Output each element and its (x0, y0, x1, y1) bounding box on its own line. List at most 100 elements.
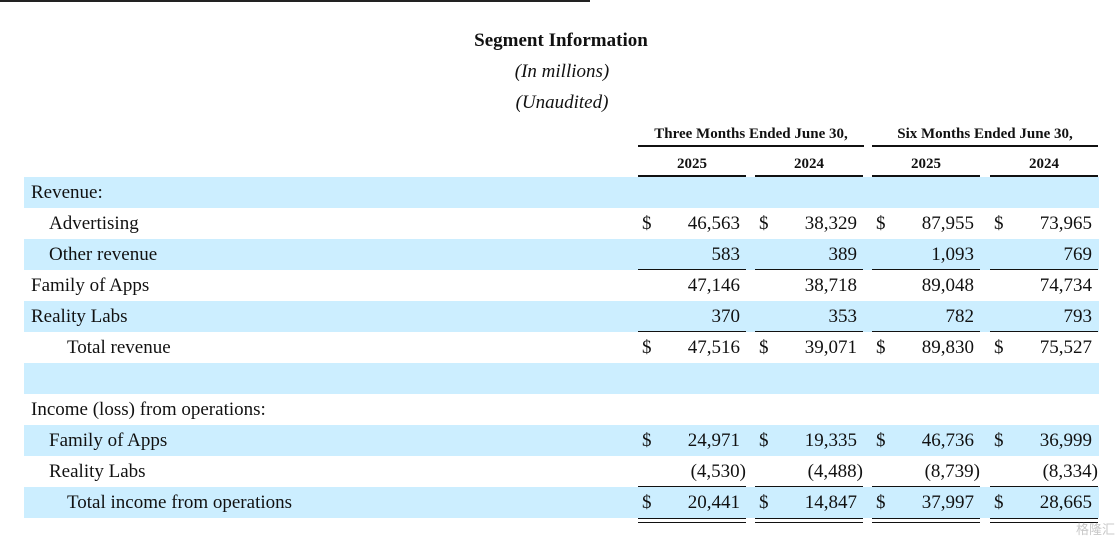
cell-value: 769 (1063, 244, 1093, 265)
row-label: Reality Labs (49, 461, 146, 482)
row-label: Family of Apps (31, 275, 150, 296)
cell-value: 1,093 (931, 244, 974, 265)
year-header-rule (755, 175, 863, 177)
subtotal-rule (872, 331, 980, 332)
value-cell: $24,971 (638, 425, 746, 456)
value-cell: (4,530) (638, 456, 746, 487)
value-cell: $37,997 (872, 487, 980, 523)
cell-value: 370 (711, 306, 741, 327)
watermark: 格隆汇 (1075, 523, 1115, 538)
cell-value: 38,718 (804, 275, 857, 296)
row-label: Other revenue (49, 244, 158, 265)
value-cell: $38,329 (755, 208, 863, 239)
table-row: Revenue: (24, 177, 1099, 208)
row-label: Family of Apps (49, 430, 168, 451)
value-cell: 370 (638, 301, 746, 332)
year-header-rule (872, 175, 980, 177)
row-label: Revenue: (31, 182, 103, 203)
cell-value: 73,965 (1039, 213, 1092, 234)
dollar-sign: $ (876, 430, 886, 451)
year-header: 2025 (911, 156, 941, 172)
total-double-rule (755, 518, 863, 523)
cell-value: 14,847 (804, 492, 857, 513)
cell-value: 75,527 (1039, 337, 1092, 358)
subtotal-rule (872, 486, 980, 487)
subtotal-rule (990, 486, 1098, 487)
row-label: Total income from operations (67, 492, 293, 513)
value-cell: 38,718 (755, 270, 863, 301)
dollar-sign: $ (876, 213, 886, 234)
dollar-sign: $ (876, 492, 886, 513)
value-cell: $28,665 (990, 487, 1098, 523)
value-cell: 793 (990, 301, 1098, 332)
dollar-sign: $ (994, 213, 1004, 234)
subtotal-rule (638, 486, 746, 487)
cell-value: 20,441 (687, 492, 740, 513)
cell-value: 47,146 (687, 275, 740, 296)
cell-value: 36,999 (1039, 430, 1092, 451)
value-cell: $14,847 (755, 487, 863, 523)
cell-value: 353 (828, 306, 858, 327)
cell-value: 87,955 (921, 213, 974, 234)
column-group-rule (638, 145, 864, 147)
page-title: Segment Information (474, 30, 648, 51)
value-cell: 769 (990, 239, 1098, 270)
dollar-sign: $ (759, 430, 769, 451)
dollar-sign: $ (994, 430, 1004, 451)
value-cell: (8,334) (990, 456, 1098, 487)
year-header: 2025 (677, 156, 707, 172)
table-row: Total income from operations $20,441 $14,8… (24, 487, 1099, 523)
year-header: 2024 (1029, 156, 1059, 172)
cell-value: 19,335 (804, 430, 857, 451)
value-cell: 74,734 (990, 270, 1098, 301)
subtotal-rule (990, 269, 1098, 270)
dollar-sign: $ (876, 337, 886, 358)
table-row: Family of Apps $24,971 $19,335 $46,736 $36,9… (24, 425, 1099, 456)
value-cell: $19,335 (755, 425, 863, 456)
cell-value: 89,830 (921, 337, 974, 358)
row-label: Income (loss) from operations: (31, 399, 266, 420)
year-header-rule (990, 175, 1098, 177)
value-cell: $20,441 (638, 487, 746, 523)
cell-value: 389 (828, 244, 858, 265)
value-cell: $89,830 (872, 332, 980, 368)
column-group-six-months: Six Months Ended June 30, (897, 126, 1073, 142)
cell-value: 782 (945, 306, 975, 327)
value-cell: $39,071 (755, 332, 863, 368)
subtotal-rule (638, 269, 746, 270)
dollar-sign: $ (642, 337, 652, 358)
table-row: Advertising $46,563 $38,329 $87,955 $73,965 (24, 208, 1099, 239)
value-cell: $75,527 (990, 332, 1098, 368)
cell-value: (8,334) (1042, 461, 1098, 482)
table-row: Reality Labs 370 353 782 793 (24, 301, 1099, 332)
cell-value: (8,739) (924, 461, 980, 482)
total-double-rule (872, 518, 980, 523)
cell-value: 47,516 (687, 337, 740, 358)
cell-value: 74,734 (1039, 275, 1092, 296)
audit-subtitle: (Unaudited) (515, 92, 609, 113)
cell-value: 793 (1063, 306, 1093, 327)
total-double-rule (990, 518, 1098, 523)
value-cell: 782 (872, 301, 980, 332)
cell-value: 46,736 (921, 430, 974, 451)
cell-value: 46,563 (687, 213, 740, 234)
cell-value: (4,530) (690, 461, 746, 482)
cell-value: (4,488) (807, 461, 863, 482)
table-row: Family of Apps 47,146 38,718 89,048 74,734 (24, 270, 1099, 301)
total-double-rule (638, 518, 746, 523)
cell-value: 89,048 (921, 275, 974, 296)
table-row: Income (loss) from operations: (24, 394, 1099, 425)
row-label: Reality Labs (31, 306, 128, 327)
top-rule (0, 0, 590, 2)
value-cell: 1,093 (872, 239, 980, 270)
subtotal-rule (990, 331, 1098, 332)
dollar-sign: $ (759, 492, 769, 513)
cell-value: 37,997 (921, 492, 974, 513)
subtotal-rule (755, 331, 863, 332)
dollar-sign: $ (759, 213, 769, 234)
cell-value: 38,329 (804, 213, 857, 234)
dollar-sign: $ (642, 213, 652, 234)
value-cell: (8,739) (872, 456, 980, 487)
value-cell: (4,488) (755, 456, 863, 487)
value-cell: 389 (755, 239, 863, 270)
